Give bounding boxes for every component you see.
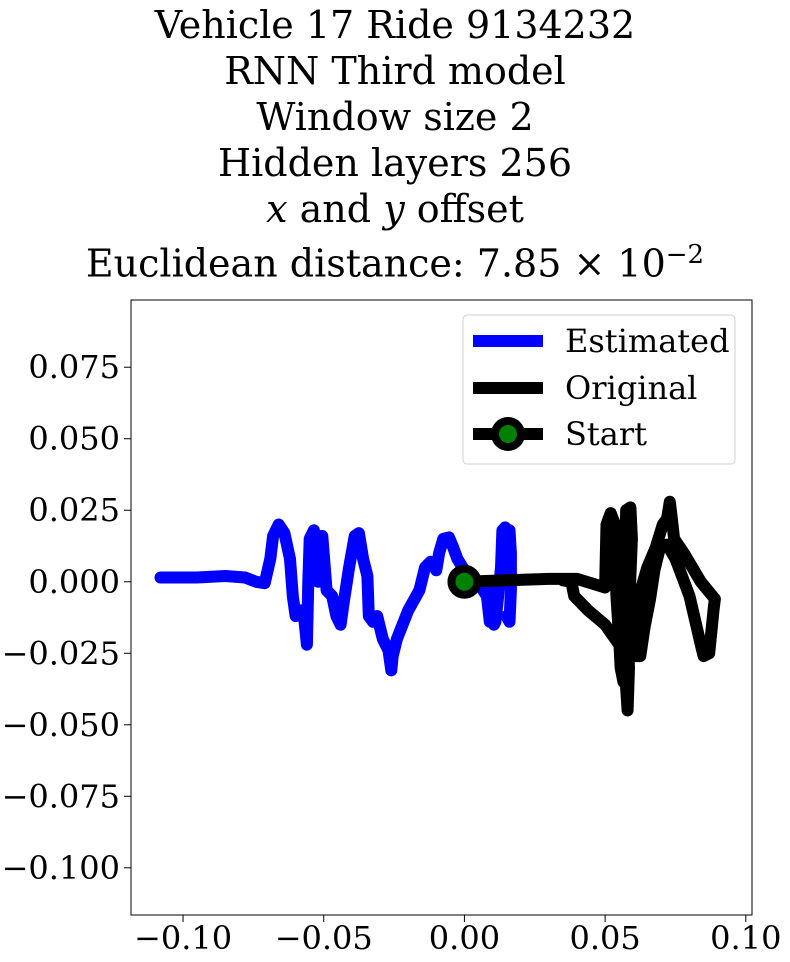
series-line-estimated (154, 518, 517, 677)
legend-label-original: Original (565, 369, 697, 407)
y-tick-label: −0.025 (2, 634, 120, 672)
title-distance-text: Euclidean distance: 7.85 (85, 241, 562, 286)
legend-label-estimated: Estimated (565, 322, 730, 360)
title-y-symbol: y (383, 187, 405, 231)
legend-box (462, 314, 736, 465)
title-line-distance: Euclidean distance: 7.85 × 10−2 (0, 232, 790, 287)
x-tick-label: 0.00 (429, 919, 500, 957)
x-tick-label: 0.05 (569, 919, 640, 957)
title-line-offset: x and y offset (0, 186, 790, 232)
title-distance-exponent: −2 (665, 240, 705, 270)
plot-frame (130, 299, 753, 916)
title-line: Window size 2 (256, 95, 534, 139)
x-tick-label: −0.05 (275, 919, 373, 957)
title-x-symbol: x (266, 187, 288, 231)
title-line: Hidden layers 256 (217, 141, 573, 185)
title-and-text: and (287, 187, 384, 231)
title-line: Vehicle 17 Ride 9134232 (154, 3, 636, 47)
x-tick-label: −0.10 (134, 919, 232, 957)
y-tick-label: 0.075 (28, 348, 120, 386)
title-line: RNN Third model (224, 49, 566, 93)
title-distance-times: × 10 (561, 241, 666, 286)
title-offset-text: offset (404, 187, 524, 231)
y-tick-label: 0.050 (28, 420, 120, 458)
legend-label-start: Start (565, 415, 647, 453)
x-tick-label: 0.10 (710, 919, 781, 957)
y-tick-label: −0.100 (2, 849, 120, 887)
y-tick-label: 0.025 (28, 491, 120, 529)
series-line-original (458, 495, 721, 717)
legend-start-marker (491, 417, 525, 451)
y-tick-label: 0.000 (28, 563, 120, 601)
y-tick-label: −0.075 (2, 777, 120, 815)
start-marker (447, 564, 482, 599)
y-tick-label: −0.050 (2, 706, 120, 744)
chart-title: Vehicle 17 Ride 9134232 RNN Third model … (0, 0, 790, 287)
